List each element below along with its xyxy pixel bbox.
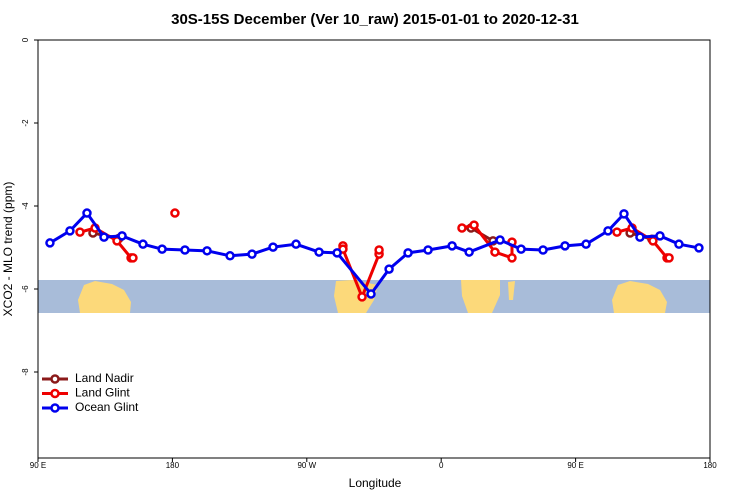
y-tick-label: 0 <box>21 37 30 42</box>
point <box>516 244 526 254</box>
x-tick-label: 180 <box>166 461 180 470</box>
point <box>157 244 167 254</box>
point <box>225 251 235 261</box>
y-axis-label: XCO2 - MLO trend (ppm) <box>1 182 15 317</box>
point <box>635 232 645 242</box>
point <box>82 208 92 218</box>
series-line <box>92 226 653 243</box>
point <box>128 253 138 263</box>
x-axis-label: Longitude <box>349 476 402 490</box>
x-tick-label: 0 <box>439 461 444 470</box>
point <box>366 289 376 299</box>
point <box>170 208 180 218</box>
y-tick-label: -6 <box>21 285 30 293</box>
point <box>464 247 474 257</box>
legend-label: Land Glint <box>75 386 130 400</box>
point <box>180 245 190 255</box>
point <box>648 236 658 246</box>
point <box>403 248 413 258</box>
point <box>99 232 109 242</box>
point <box>619 209 629 219</box>
point <box>447 241 457 251</box>
point <box>247 249 257 259</box>
legend-marker <box>50 388 60 399</box>
point <box>75 227 85 237</box>
point <box>268 242 278 252</box>
plot-frame <box>37 39 711 459</box>
point <box>612 227 622 237</box>
point <box>384 264 394 274</box>
point <box>457 223 467 233</box>
point <box>374 245 384 255</box>
y-tick-label: -2 <box>21 119 30 127</box>
chart-title: 30S-15S December (Ver 10_raw) 2015-01-01… <box>171 11 579 28</box>
point <box>495 235 505 245</box>
point <box>65 226 75 236</box>
point <box>664 253 674 263</box>
legend-label: Ocean Glint <box>75 400 139 414</box>
point <box>655 231 665 241</box>
point <box>469 220 479 230</box>
point <box>538 245 548 255</box>
y-tick-label: -8 <box>21 368 30 376</box>
point <box>603 226 613 236</box>
point <box>694 243 704 253</box>
land <box>612 281 667 313</box>
legend-marker <box>50 374 60 384</box>
point <box>490 247 500 257</box>
x-tick-label: 90 W <box>297 461 316 470</box>
point <box>314 247 324 257</box>
point <box>202 246 212 256</box>
map-band <box>38 280 710 313</box>
legend-marker <box>50 403 60 413</box>
point <box>423 245 433 255</box>
point <box>560 241 570 251</box>
point <box>357 292 367 302</box>
point <box>507 253 517 263</box>
point <box>138 239 148 249</box>
land <box>78 281 131 313</box>
y-tick-label: -4 <box>21 202 30 210</box>
point <box>581 239 591 249</box>
legend-label: Land Nadir <box>75 371 134 385</box>
x-tick-label: 90 E <box>30 461 46 470</box>
land <box>508 281 515 300</box>
land <box>461 280 500 313</box>
point <box>674 239 684 249</box>
point <box>45 238 55 248</box>
point <box>291 239 301 249</box>
x-tick-label: 180 <box>703 461 717 470</box>
point <box>117 231 127 241</box>
point <box>332 248 342 258</box>
x-tick-label: 90 E <box>567 461 583 470</box>
